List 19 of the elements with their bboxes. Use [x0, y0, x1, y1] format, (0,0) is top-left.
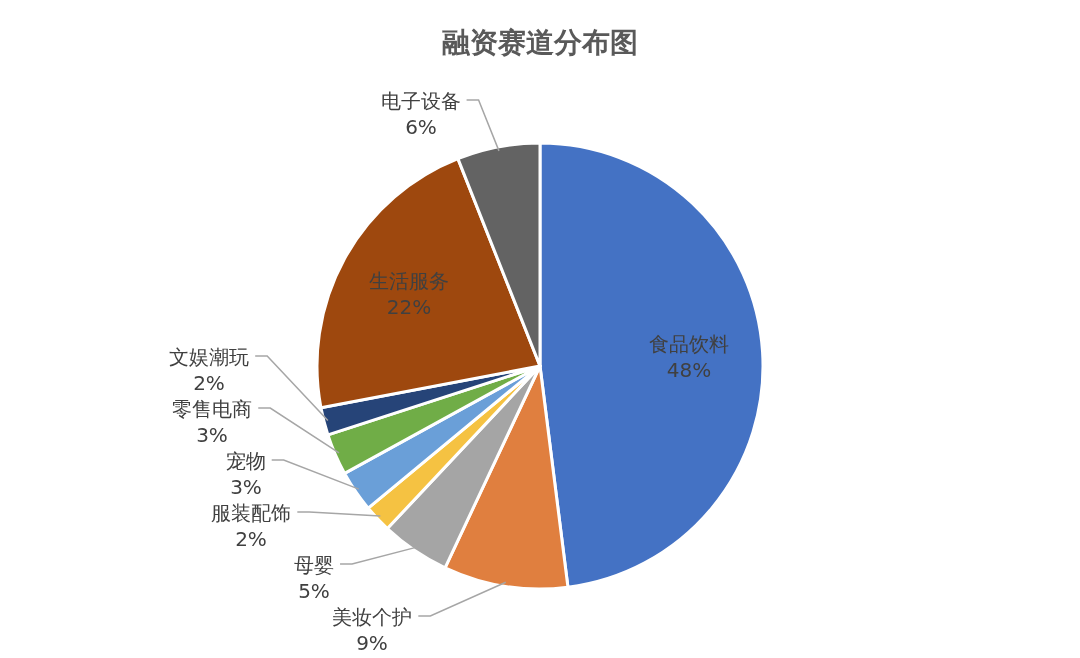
slice-label: 食品饮料	[649, 332, 729, 356]
slice-label: 文娱潮玩	[169, 345, 249, 369]
slice-label: 生活服务	[369, 269, 449, 293]
chart-title: 融资赛道分布图	[442, 25, 638, 59]
data-label: 6%	[405, 115, 437, 139]
slice-label: 电子设备	[381, 89, 461, 113]
data-label: 9%	[356, 631, 388, 655]
data-label: 2%	[193, 371, 225, 395]
slice-label: 宠物	[226, 449, 266, 473]
data-label: 3%	[196, 423, 228, 447]
data-label: 48%	[666, 358, 712, 382]
data-label: 22%	[386, 295, 432, 319]
data-label: 2%	[235, 527, 267, 551]
slice-label: 服装配饰	[211, 501, 291, 525]
data-label: 5%	[298, 579, 330, 603]
slice-label: 母婴	[294, 553, 334, 577]
slice-label: 美妆个护	[332, 605, 412, 629]
data-label: 3%	[230, 475, 262, 499]
slice-label: 零售电商	[172, 397, 252, 421]
